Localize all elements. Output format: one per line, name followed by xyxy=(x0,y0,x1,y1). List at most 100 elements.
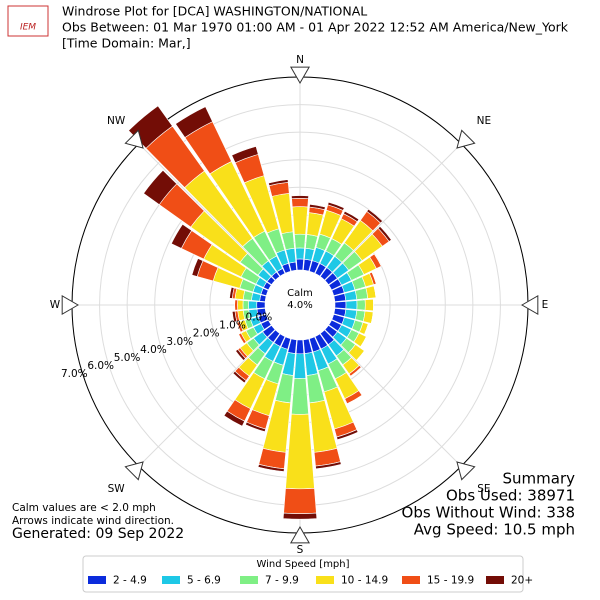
wedge xyxy=(257,463,285,472)
calm-circle xyxy=(265,270,335,340)
legend-label: 10 - 14.9 xyxy=(341,575,388,587)
legend-label: 5 - 6.9 xyxy=(187,575,221,587)
spoke xyxy=(324,329,462,467)
wedge xyxy=(245,421,266,433)
legend-swatch xyxy=(486,576,504,584)
wedge xyxy=(336,429,359,441)
wedge xyxy=(291,195,309,199)
note: Calm values are < 2.0 mph xyxy=(12,502,156,514)
wedge xyxy=(231,310,238,323)
compass-label: NW xyxy=(107,115,126,127)
spoke xyxy=(138,143,276,281)
wedge xyxy=(296,258,304,271)
direction-arrow xyxy=(520,294,539,316)
wedge xyxy=(366,208,383,224)
compass-label: SW xyxy=(108,483,126,495)
calm-label: Calm xyxy=(287,288,313,299)
wedge xyxy=(282,512,318,520)
wedge xyxy=(354,287,369,300)
wedge xyxy=(327,201,345,211)
wedge xyxy=(373,285,377,298)
r-tick-label: 2.0% xyxy=(193,328,220,340)
generated: Generated: 09 Sep 2022 xyxy=(12,526,184,542)
logo-text: IEM xyxy=(20,23,36,33)
direction-arrow xyxy=(124,461,144,481)
wedge xyxy=(291,198,309,208)
direction-arrow xyxy=(456,129,476,149)
wedge xyxy=(231,146,259,164)
compass-label: S xyxy=(297,544,304,556)
wedge xyxy=(343,210,360,223)
wedge xyxy=(229,286,235,299)
wedge xyxy=(232,370,247,384)
wedge xyxy=(291,378,309,415)
compass-label: W xyxy=(50,299,61,311)
direction-arrow xyxy=(456,461,476,481)
summary: Obs Without Wind: 338 xyxy=(402,504,575,522)
legend-swatch xyxy=(162,576,180,584)
direction-arrow xyxy=(289,525,311,544)
wedge xyxy=(370,312,374,324)
wedge xyxy=(283,487,317,515)
wedge xyxy=(309,203,326,211)
direction-arrow xyxy=(124,129,144,149)
wedge xyxy=(345,300,358,310)
wedge xyxy=(291,206,309,235)
compass-label: E xyxy=(542,299,549,311)
r-tick-label: 0.0% xyxy=(246,312,273,324)
legend-swatch xyxy=(240,576,258,584)
wedge xyxy=(170,223,193,249)
subtitle: Obs Between: 01 Mar 1970 01:00 AM - 01 A… xyxy=(62,20,569,35)
wedge xyxy=(293,353,307,379)
wedge xyxy=(248,300,258,310)
spoke xyxy=(138,329,276,467)
wedge xyxy=(235,348,246,361)
legend-label: 20+ xyxy=(511,575,533,587)
wedge xyxy=(143,169,178,206)
summary: Avg Speed: 10.5 mph xyxy=(414,521,575,539)
r-tick-label: 3.0% xyxy=(166,336,193,348)
logo xyxy=(7,5,49,37)
wedge xyxy=(234,299,238,311)
summary: Summary xyxy=(503,470,576,488)
wedge xyxy=(377,225,392,242)
wedge xyxy=(334,301,347,309)
legend-swatch xyxy=(402,576,420,584)
wedge xyxy=(295,339,305,355)
wedge xyxy=(175,106,213,138)
spoke xyxy=(324,143,462,281)
compass-label: N xyxy=(296,54,304,66)
direction-arrow xyxy=(289,66,311,85)
wedge xyxy=(285,413,315,490)
calm-value: 4.0% xyxy=(287,300,312,311)
wedge xyxy=(294,233,306,249)
wedge xyxy=(295,247,305,260)
wedge xyxy=(256,301,266,309)
legend-swatch xyxy=(88,576,106,584)
wedge xyxy=(191,258,204,277)
wedge xyxy=(223,410,245,427)
legend-label: 2 - 4.9 xyxy=(113,575,147,587)
subtitle: [Time Domain: Mar,] xyxy=(62,36,191,51)
wedge xyxy=(356,299,366,311)
note: Arrows indicate wind direction. xyxy=(12,515,174,527)
summary: Obs Used: 38971 xyxy=(446,487,575,505)
wedge xyxy=(238,334,245,344)
compass-label: SE xyxy=(477,483,490,495)
legend-label: 7 - 9.9 xyxy=(265,575,299,587)
r-tick-label: 6.0% xyxy=(87,360,114,372)
wedge xyxy=(237,299,244,311)
wedge xyxy=(315,461,342,470)
r-tick-label: 4.0% xyxy=(140,344,167,356)
wedge xyxy=(242,300,249,310)
r-tick-label: 1.0% xyxy=(219,320,246,332)
direction-arrow xyxy=(61,294,80,316)
wedge xyxy=(364,298,374,312)
wedge xyxy=(268,179,289,187)
legend-title: Wind Speed [mph] xyxy=(256,559,349,570)
title: Windrose Plot for [DCA] WASHINGTON/NATIO… xyxy=(62,4,367,19)
legend-swatch xyxy=(316,576,334,584)
compass-label: NE xyxy=(477,115,492,127)
r-tick-label: 7.0% xyxy=(61,368,88,380)
